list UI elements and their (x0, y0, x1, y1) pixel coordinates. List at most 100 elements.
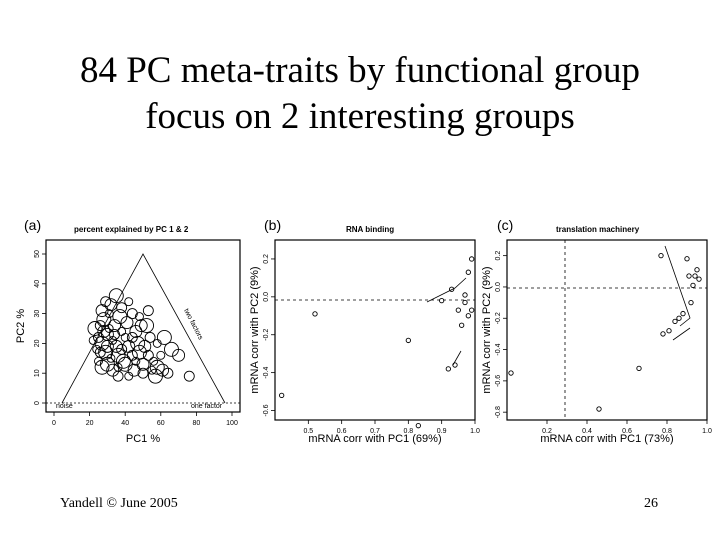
panel-c-data-point (666, 328, 672, 334)
panel-b-title: RNA binding (346, 225, 394, 234)
panel-a-data-point (142, 349, 154, 361)
panel-a-xtick-label: 100 (226, 420, 238, 427)
panel-b-data-point (459, 322, 465, 328)
panel-b-data-point (465, 269, 471, 275)
panel-b-frame (274, 239, 476, 421)
panel-c-data-point (658, 253, 664, 259)
panel-c-data-point (692, 273, 698, 279)
panel-b-data-point (439, 297, 445, 304)
panel-a-data-point (98, 344, 114, 360)
panel-a-data-point (149, 356, 159, 366)
panel-a-data-point (108, 319, 121, 332)
panel-c-data-point (684, 256, 690, 262)
panel-b-label: (b) (264, 217, 281, 233)
panel-a-data-point (138, 339, 152, 353)
panel-c-connector-lower (672, 327, 691, 341)
panel-a-ytick-label: 30 (34, 310, 41, 318)
panel-a-xlabel: PC1 % (126, 433, 160, 445)
panel-c-xtick-label: 0.2 (542, 428, 552, 435)
panel-c-label: (c) (497, 217, 513, 233)
panel-c-data-point (676, 315, 682, 321)
panel-b-ytick-label: -0.6 (263, 404, 270, 416)
panel-b-xtick-label: 0.7 (370, 428, 380, 435)
panel-c-ytick-label: -0.6 (495, 375, 502, 387)
panel-c-title: translation machinery (556, 225, 640, 234)
panel-b-xtick-label: 1.0 (470, 428, 480, 435)
panel-b-ytick-label: -0.2 (263, 329, 270, 341)
panel-a-data-point (88, 335, 98, 345)
panel-c-ylabel: mRNA corr with PC2 (9%) (481, 266, 493, 393)
panel-b-ytick-label: 0.2 (263, 254, 270, 264)
panel-a-data-point (156, 350, 166, 360)
panel-a-data-point (134, 312, 144, 322)
panel-a-ytick-label: 0 (34, 401, 41, 405)
panel-c-xtick-label: 0.4 (582, 428, 592, 435)
panel-b-data-point (452, 362, 458, 368)
panel-c-data-point (696, 276, 702, 282)
panel-a-data-point (100, 339, 114, 353)
panel-b-xlabel: mRNA corr with PC1 (69%) (308, 433, 441, 445)
panel-a-frame (45, 239, 241, 413)
panel-b-data-point (405, 337, 411, 344)
panel-a-data-point (109, 329, 120, 340)
panel-b-data-point (415, 423, 421, 429)
panel-a-data-point (104, 298, 118, 312)
panel-c-xtick-label: 0.8 (662, 428, 672, 435)
panel-a-ytick-label: 50 (34, 250, 41, 258)
panel-a-ytick-label: 10 (34, 369, 41, 377)
panel-c-connector (664, 245, 691, 327)
figure-panels: (a) percent explained by PC 1 & 2 noise … (15, 217, 712, 445)
panel-a-data-point (112, 370, 124, 382)
panel-c-data-point (596, 406, 602, 412)
panel-b-data-point (465, 313, 471, 319)
panel-a-xtick-label: 40 (121, 420, 129, 427)
panel-b-data-point (312, 311, 318, 317)
panel-b-data-point (469, 256, 475, 262)
panel-a-data-point (144, 331, 156, 343)
panel-a-data-point (124, 371, 134, 381)
panel-a-data-point (87, 321, 103, 336)
panel-a-data-point (134, 319, 148, 332)
panel-b-data-point (462, 299, 468, 306)
panel-b-xtick-label: 0.8 (403, 428, 413, 435)
panel-c-xlabel: mRNA corr with PC1 (73%) (540, 433, 673, 445)
panel-c-data-point (508, 370, 514, 376)
panel-a-label: (a) (24, 217, 41, 233)
panel-a-data-point (126, 308, 138, 320)
panel-a-data-point (112, 309, 128, 325)
panel-b-ytick-label: 0.0 (263, 292, 270, 302)
panel-a-data-point (142, 305, 154, 317)
panel-a-annotation-two-factors: two factors (182, 308, 204, 342)
panel-b-connector-upper (426, 277, 467, 303)
panel-b-data-point (279, 392, 285, 399)
panel-a-data-point (137, 367, 149, 379)
panel-a-data-point (149, 359, 165, 375)
panel-b-data-point (469, 307, 475, 313)
panel-a-data-point (117, 327, 127, 336)
panel-a-data-point (172, 348, 186, 362)
panel-a: (a) percent explained by PC 1 & 2 noise … (15, 217, 241, 445)
panel-a-ylabel: PC2 % (15, 309, 27, 343)
panel-a-annotation-noise: noise (56, 403, 73, 410)
panel-a-triangle (61, 253, 226, 404)
panel-c-ytick-label: 0.0 (495, 282, 502, 292)
panel-c-xtick-label: 1.0 (702, 428, 712, 435)
panel-c-xtick-label: 0.6 (622, 428, 632, 435)
panel-a-data-point (97, 325, 111, 338)
panel-a-xtick-label: 20 (86, 420, 94, 427)
panel-c-data-point (686, 273, 692, 279)
panel-a-xtick-label: 80 (193, 420, 201, 427)
panel-a-data-point (139, 318, 155, 333)
panel-c-ytick-label: -0.8 (495, 406, 502, 418)
panel-c-data-point (694, 267, 700, 273)
panel-b-data-point (455, 307, 461, 313)
panel-b-ylabel: mRNA corr with PC2 (9%) (249, 266, 261, 393)
panel-a-title: percent explained by PC 1 & 2 (74, 225, 189, 234)
panel-b-data-point (449, 286, 455, 292)
panel-a-xtick-label: 0 (52, 420, 56, 427)
panel-a-data-point (183, 370, 195, 382)
slide-title-line-1: 84 PC meta-traits by functional group (79, 50, 641, 91)
panel-b-xtick-label: 0.9 (437, 428, 447, 435)
panel-b-data-point (445, 366, 451, 372)
panel-b-ytick-label: -0.4 (263, 366, 270, 378)
